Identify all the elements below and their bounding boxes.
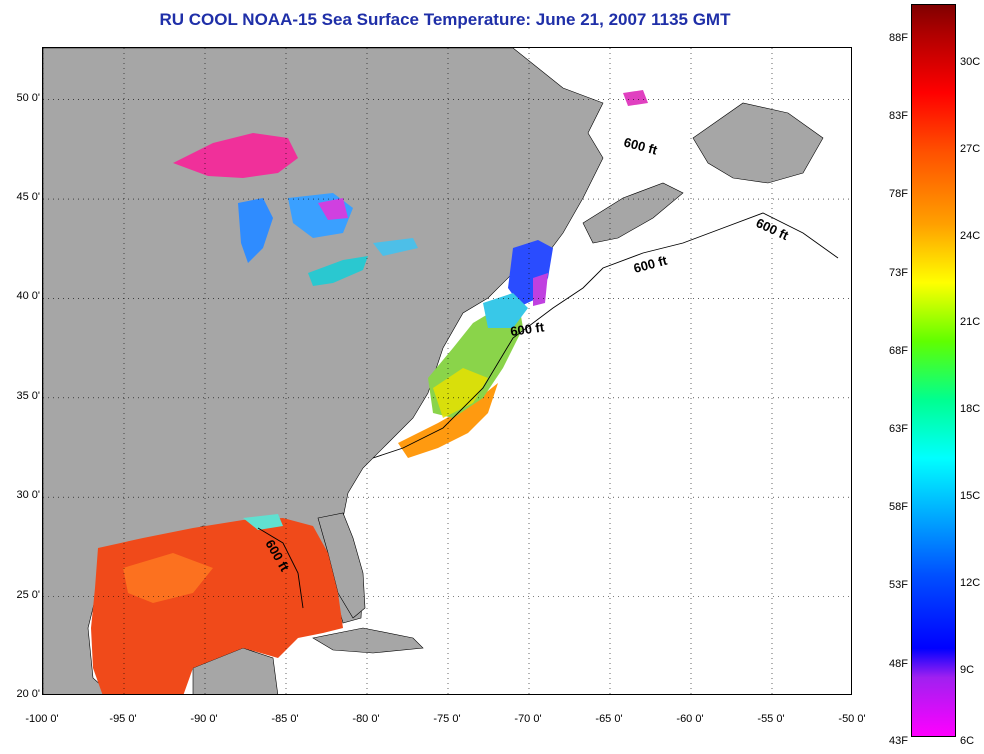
longitude-tick-label: -90 0' (190, 713, 218, 725)
longitude-tick-label: -95 0' (109, 713, 137, 725)
colorbar-celsius-label: 6C (960, 735, 975, 747)
colorbar-fahrenheit-label: 63F (889, 423, 908, 435)
gulf-stream-sst (398, 383, 498, 458)
depth-contour-600ft (257, 212, 839, 609)
mid-atlantic-yellow (433, 368, 488, 418)
latitude-tick-label: 35 0' (16, 389, 40, 402)
lake-huron-magenta (318, 198, 348, 220)
latitude-tick-label: 45 0' (16, 191, 40, 204)
temperature-colorbar (911, 4, 956, 737)
sst-map-canvas: 600 ft 600 ft 600 ft 600 ft 600 ft (43, 48, 851, 694)
colorbar-fahrenheit-label: 68F (889, 344, 908, 357)
colorbar-fahrenheit-label: 73F (889, 266, 908, 279)
georges-bank-magenta (533, 273, 548, 306)
map-title: RU COOL NOAA-15 Sea Surface Temperature:… (159, 10, 731, 29)
colorbar-celsius-label: 18C (960, 403, 981, 416)
colorbar-fahrenheit-label: 53F (889, 579, 908, 592)
contour-label: 600 ft (622, 134, 659, 157)
colorbar-fahrenheit-label: 78F (889, 188, 908, 201)
longitude-tick-label: -50 0' (838, 713, 866, 725)
gulf-coastal-cyan (243, 514, 283, 530)
land-florida (317, 512, 366, 619)
land-cuba (312, 627, 424, 654)
longitude-tick-label: -100 0' (25, 713, 59, 725)
colorbar-fahrenheit-label: 83F (889, 110, 908, 123)
longitude-tick-label: -75 0' (433, 713, 461, 725)
land-newfoundland (692, 102, 824, 184)
longitude-tick-label: -65 0' (595, 713, 623, 725)
longitude-tick-label: -60 0' (676, 713, 704, 725)
latitude-tick-label: 25 0' (16, 588, 40, 601)
contour-label: 600 ft (509, 319, 545, 339)
latitude-tick-label: 50 0' (16, 91, 40, 104)
colorbar-celsius-label: 21C (960, 316, 981, 329)
colorbar-celsius-label: 9C (960, 663, 975, 676)
sst-map: 600 ft 600 ft 600 ft 600 ft 600 ft (42, 47, 852, 695)
land-nova-scotia (582, 182, 684, 244)
lake-superior-sst (173, 133, 298, 178)
longitude-tick-label: -80 0' (352, 713, 380, 725)
colorbar-celsius-label: 27C (960, 142, 981, 155)
contour-label: 600 ft (632, 252, 669, 275)
colorbar-celsius-label: 24C (960, 229, 981, 242)
longitude-tick-label: -85 0' (271, 713, 299, 725)
colorbar-fahrenheit-label: 58F (889, 501, 908, 514)
colorbar-celsius-label: 15C (960, 490, 981, 502)
lake-michigan-sst (238, 198, 273, 263)
gulf-of-maine-cyan (483, 293, 528, 328)
colorbar-fahrenheit-label: 88F (889, 32, 908, 44)
lake-erie-sst (308, 256, 368, 286)
colorbar-fahrenheit-label: 48F (889, 657, 908, 670)
lake-ontario-sst (373, 238, 418, 256)
latitude-tick-label: 30 0' (16, 489, 40, 502)
latitude-tick-label: 20 0' (16, 688, 40, 700)
contour-label: 600 ft (754, 215, 792, 243)
graticule (43, 48, 851, 694)
longitude-tick-label: -55 0' (757, 713, 785, 725)
st-lawrence-patch (623, 90, 648, 106)
gulf-orange-patch (123, 553, 213, 603)
colorbar-celsius-label: 12C (960, 576, 981, 589)
colorbar-fahrenheit-label: 43F (889, 735, 908, 747)
latitude-tick-label: 40 0' (16, 290, 40, 303)
longitude-tick-label: -70 0' (514, 713, 542, 725)
colorbar-celsius-label: 30C (960, 56, 981, 68)
